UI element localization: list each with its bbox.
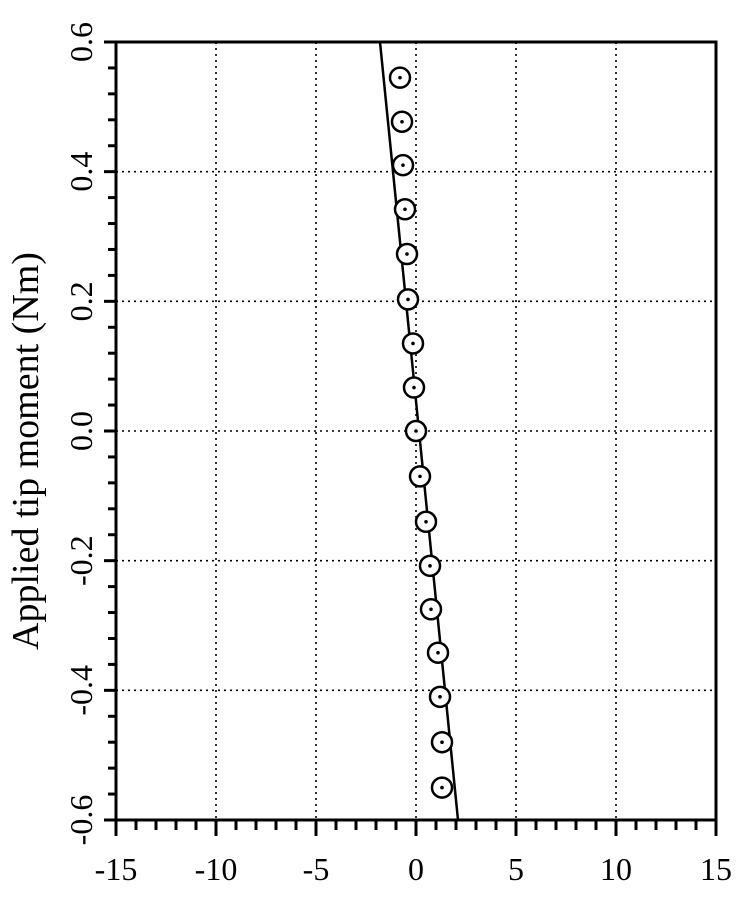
data-point-center xyxy=(403,207,407,212)
data-point xyxy=(390,110,414,133)
data-point xyxy=(428,685,452,709)
x-tick-label: -5 xyxy=(303,851,330,887)
x-tick-label: 10 xyxy=(600,851,632,887)
data-point xyxy=(419,598,443,621)
data-point xyxy=(414,510,438,534)
data-point xyxy=(396,288,420,311)
data-point xyxy=(408,465,432,488)
y-tick-label: 0.0 xyxy=(63,411,99,451)
data-point-center xyxy=(412,385,416,390)
data-point-center xyxy=(436,650,440,655)
data-series xyxy=(378,41,460,821)
x-tick-label: -15 xyxy=(95,851,138,887)
data-point-center xyxy=(424,519,428,524)
data-point xyxy=(402,376,426,399)
data-point-center xyxy=(428,564,432,568)
y-tick-label: -0.6 xyxy=(63,795,99,846)
data-point-center xyxy=(401,163,405,167)
y-tick-label: -0.2 xyxy=(63,535,99,586)
data-point xyxy=(404,419,428,443)
axis-ticks xyxy=(104,40,718,836)
data-point xyxy=(430,776,454,799)
data-point-center xyxy=(440,785,444,790)
data-point xyxy=(426,641,450,664)
y-axis-title: Applied tip moment (Nm) xyxy=(5,252,47,650)
x-tick-label: 15 xyxy=(700,851,732,887)
data-point-center xyxy=(406,297,410,302)
data-point-center xyxy=(411,341,415,346)
data-point-center xyxy=(429,607,433,612)
data-point xyxy=(388,66,412,89)
x-tick-label: 5 xyxy=(508,851,524,887)
data-point-center xyxy=(418,474,422,479)
data-point xyxy=(393,198,417,221)
data-point xyxy=(401,332,425,355)
data-point-center xyxy=(414,429,418,433)
data-point-center xyxy=(438,695,442,699)
data-point xyxy=(391,153,415,177)
data-point xyxy=(430,730,454,754)
x-tick-label: 0 xyxy=(408,851,424,887)
data-point-center xyxy=(405,252,409,256)
data-point-center xyxy=(440,740,444,744)
data-point-center xyxy=(400,119,404,124)
y-tick-label: 0.2 xyxy=(63,281,99,321)
data-point-center xyxy=(398,75,402,80)
y-tick-label: 0.6 xyxy=(63,22,99,62)
data-point xyxy=(395,242,419,266)
x-tick-label: -10 xyxy=(195,851,238,887)
y-tick-label: 0.4 xyxy=(63,152,99,192)
y-tick-label: -0.4 xyxy=(63,665,99,716)
x-tick-labels: -15 -10 -5 0 5 10 15 xyxy=(95,851,732,887)
y-tick-labels: -0.6 -0.4 -0.2 0.0 0.2 0.4 0.6 xyxy=(63,22,99,845)
data-point xyxy=(418,554,442,578)
